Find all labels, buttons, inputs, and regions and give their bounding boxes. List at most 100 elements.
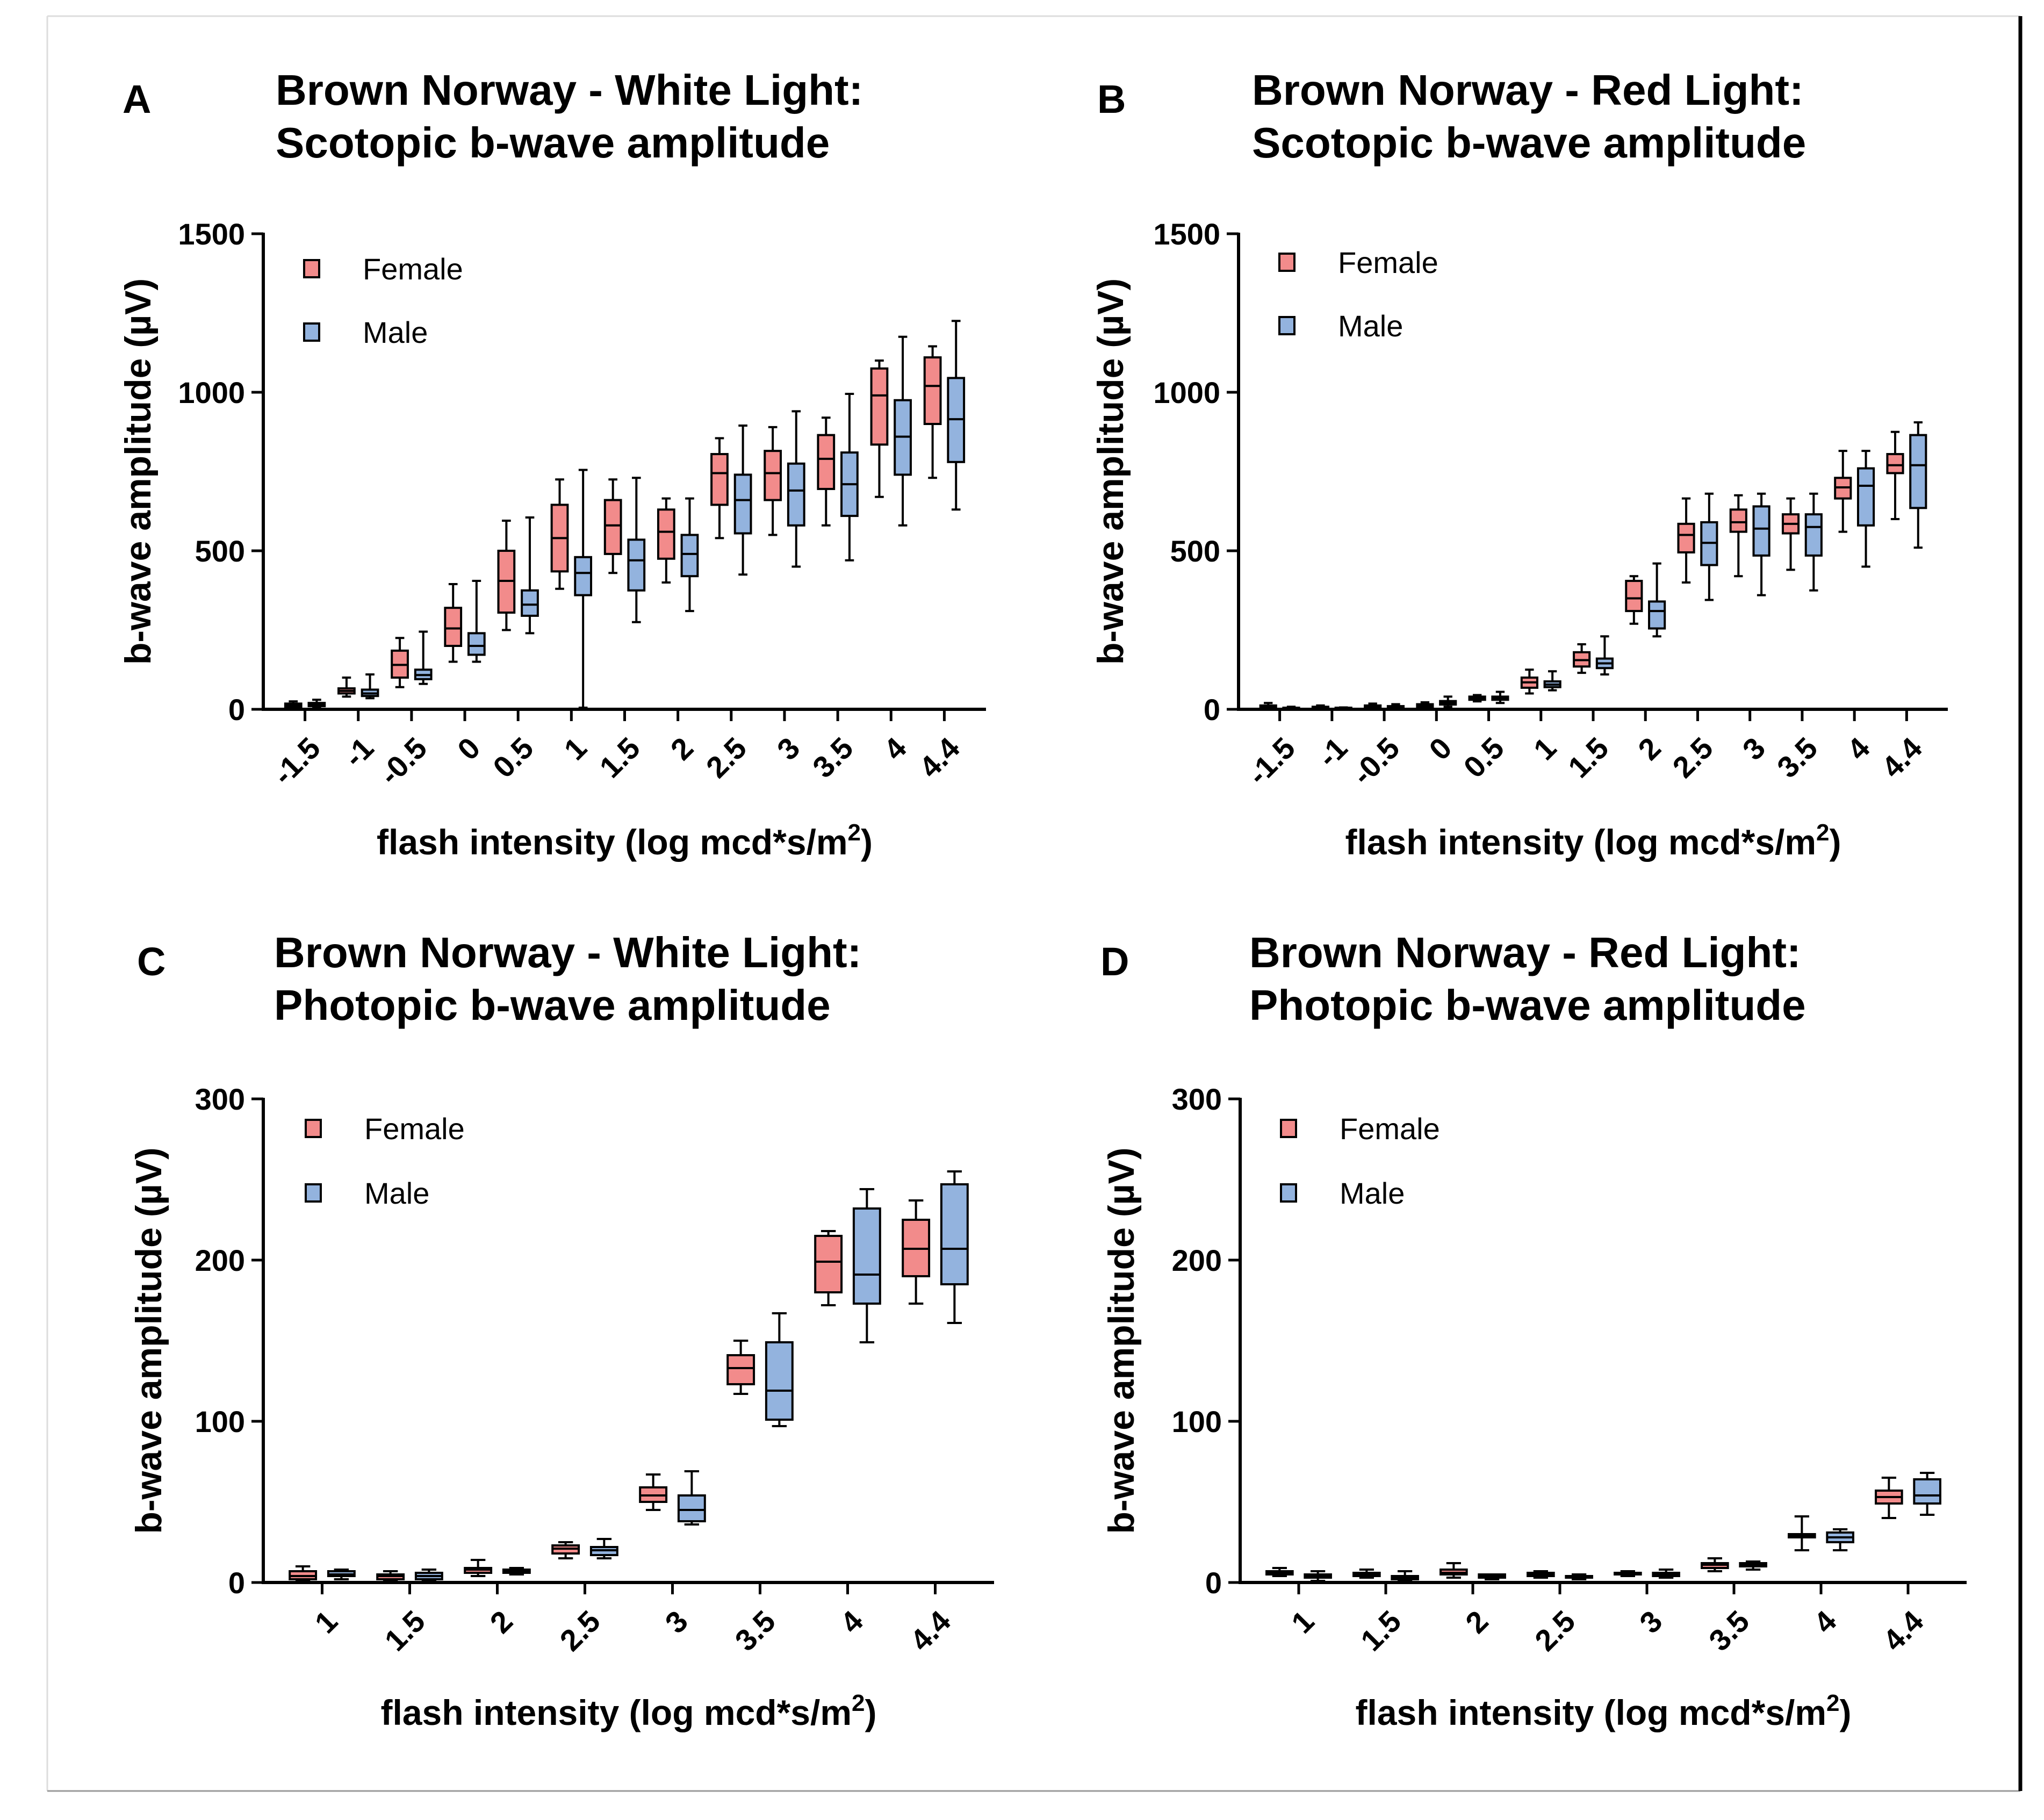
box-female <box>1352 1569 1381 1579</box>
box-male <box>361 673 379 700</box>
box-iqr <box>923 356 942 425</box>
box-female <box>1259 702 1277 710</box>
box-male <box>414 630 433 685</box>
y-tick-label: 500 <box>195 534 245 568</box>
box-iqr <box>467 632 486 656</box>
box-female <box>551 1541 580 1559</box>
y-tick-label: 1500 <box>1153 217 1220 251</box>
box-iqr <box>817 434 836 490</box>
box-male <box>1856 450 1875 568</box>
y-tick-label: 200 <box>195 1243 245 1277</box>
y-tick-label: 0 <box>1204 693 1220 726</box>
box-male <box>1282 706 1300 710</box>
legend-female-label: Female <box>364 1112 465 1146</box>
box-iqr <box>603 499 622 555</box>
box-female <box>497 519 516 631</box>
box-iqr <box>852 1207 881 1305</box>
panel-letter: D <box>1100 939 1129 984</box>
chart-title-line1: Brown Norway - Red Light: <box>1252 66 1804 114</box>
box-female <box>603 478 622 574</box>
box-iqr <box>1729 508 1747 533</box>
chart-title-line2: Photopic b-wave amplitude <box>1249 981 1806 1029</box>
box-iqr <box>1752 505 1770 557</box>
y-tick-label: 100 <box>1172 1405 1222 1438</box>
box-male <box>1909 421 1927 549</box>
box-female <box>923 345 942 479</box>
box-iqr <box>574 556 593 596</box>
chart-title-line2: Photopic b-wave amplitude <box>274 981 831 1029</box>
box-female <box>726 1340 755 1395</box>
box-male <box>852 1188 881 1343</box>
box-male <box>733 424 752 576</box>
box-male <box>1386 703 1405 710</box>
box-female <box>391 637 409 688</box>
box-iqr <box>657 508 675 560</box>
box-iqr <box>1909 434 1927 509</box>
box-male <box>787 410 805 568</box>
box-female <box>444 582 463 663</box>
box-iqr <box>710 453 729 506</box>
box-iqr <box>764 450 782 501</box>
y-tick-label: 1500 <box>178 217 245 251</box>
legend: Female Male <box>303 252 463 349</box>
box-iqr <box>1856 467 1875 527</box>
box-male <box>1304 1570 1332 1582</box>
box-iqr <box>733 473 752 535</box>
legend-male-swatch <box>1280 1183 1297 1203</box>
panel-d: D Brown Norway - Red Light: Photopic b-wav… <box>1100 929 1967 1732</box>
chart-title-line1: Brown Norway - White Light: <box>274 929 861 976</box>
box-female <box>284 700 303 709</box>
box-female <box>376 1570 405 1582</box>
box-female <box>902 1199 931 1305</box>
box-male <box>1648 562 1666 638</box>
box-female <box>817 416 836 527</box>
box-female <box>464 1559 493 1577</box>
box-male <box>680 497 699 613</box>
box-male <box>414 1569 443 1582</box>
legend: Female Male <box>1280 1112 1440 1210</box>
box-iqr <box>1804 513 1823 557</box>
box-male <box>502 1567 531 1576</box>
box-male <box>574 469 593 709</box>
box-female <box>1677 497 1695 584</box>
legend-male-label: Male <box>1338 309 1403 343</box>
box-female <box>764 426 782 536</box>
y-tick-label: 300 <box>195 1082 245 1116</box>
box-iqr <box>677 1494 706 1522</box>
box-iqr <box>521 589 539 617</box>
y-tick-label: 100 <box>195 1405 245 1438</box>
box-male <box>1804 492 1823 592</box>
y-axis-label: b-wave amplitude (µV) <box>1101 1147 1142 1534</box>
box-female <box>550 478 569 590</box>
box-female <box>1440 1562 1468 1579</box>
box-iqr <box>940 1183 969 1285</box>
box-female <box>1729 494 1747 578</box>
box-male <box>765 1312 794 1427</box>
box-iqr <box>787 462 805 527</box>
box-iqr <box>1625 580 1643 613</box>
y-tick-label: 0 <box>1205 1566 1222 1600</box>
box-male <box>1739 1560 1767 1571</box>
chart-title-line1: Brown Norway - White Light: <box>276 66 863 114</box>
box-female <box>1520 668 1538 695</box>
box-female <box>1701 1557 1729 1572</box>
x-axis-label: flash intensity (log mcd*s/m2) <box>377 819 873 862</box>
box-female <box>337 677 356 698</box>
box-male <box>894 335 912 527</box>
box-female <box>1875 1477 1903 1519</box>
legend-female-swatch <box>305 1119 322 1138</box>
box-male <box>467 580 486 663</box>
legend-female-label: Female <box>363 252 463 286</box>
box-female <box>639 1473 668 1511</box>
box-iqr <box>1886 453 1904 474</box>
y-tick-label: 200 <box>1172 1243 1222 1277</box>
box-iqr <box>627 538 646 592</box>
y-axis-label: b-wave amplitude (µV) <box>128 1147 169 1534</box>
box-iqr <box>444 607 463 647</box>
chart-title-line2: Scotopic b-wave amplitude <box>1252 119 1806 167</box>
box-female <box>289 1565 318 1582</box>
box-iqr <box>814 1235 843 1293</box>
box-female <box>1265 1567 1294 1577</box>
